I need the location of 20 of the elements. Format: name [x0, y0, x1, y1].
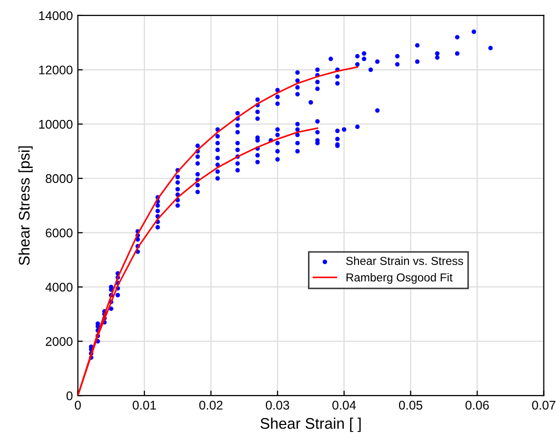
x-tick-label: 0.03 [266, 400, 290, 410]
y-tick-label: 6000 [46, 228, 72, 238]
x-axis-title: Shear Strain [ ] [260, 418, 361, 432]
y-axis-title: Shear Stress [psi] [18, 146, 33, 266]
y-tick-label: 8000 [46, 174, 72, 184]
x-tick-label: 0.06 [466, 400, 489, 410]
y-tick-label: 14000 [39, 11, 72, 20]
x-tick-label: 0.07 [532, 400, 556, 410]
legend-label: Shear Strain vs. Stress [346, 256, 464, 265]
x-tick-label: 0 [74, 400, 81, 410]
y-tick-label: 4000 [45, 282, 72, 292]
x-tick-label: 0.04 [332, 400, 356, 410]
x-tick-label: 0.05 [398, 400, 422, 410]
y-tick-label: 2000 [46, 337, 72, 346]
y-tick-label: 0 [66, 391, 72, 400]
x-tick-label: 0.02 [199, 400, 222, 410]
x-tick-label: 0.01 [132, 400, 156, 410]
y-tick-label: 10000 [39, 120, 72, 129]
y-tick-label: 12000 [39, 66, 72, 74]
legend-label: Ramberg Osgood Fit [346, 273, 453, 284]
